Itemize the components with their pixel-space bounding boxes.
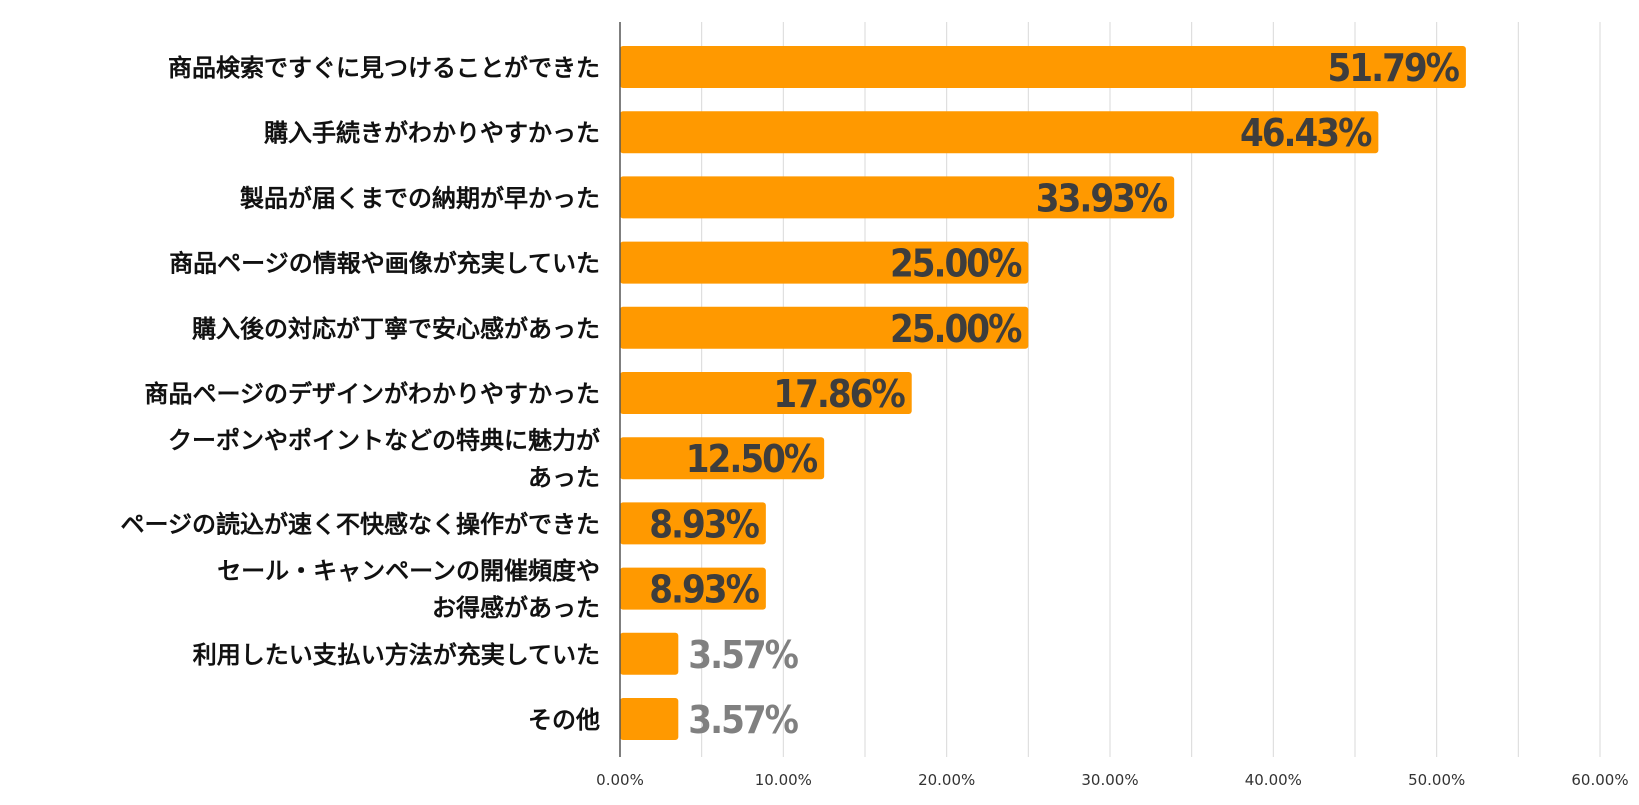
category-label: あった [528,464,600,492]
x-tick-label: 60.00% [1571,771,1628,789]
category-label: お得感があった [432,594,600,622]
bar [620,502,766,545]
data-label: 3.57% [688,698,798,742]
category-label: セール・キャンペーンの開催頻度や [217,557,600,585]
bar [620,46,1466,88]
bar [620,698,679,740]
data-label: 12.50% [686,437,818,481]
x-tick-label: 50.00% [1408,771,1465,789]
x-tick-label: 10.00% [755,771,812,789]
category-label: 購入後の対応が丁寧で安心感があった [192,315,600,343]
data-label: 25.00% [890,307,1022,351]
category-label: 商品検索ですぐに見つけることができた [168,54,600,82]
category-label: 製品が届くまでの納期が早かった [240,184,600,212]
bar [620,176,1175,219]
data-label: 51.79% [1328,46,1460,90]
x-tick-label: 30.00% [1081,771,1138,789]
data-label: 17.86% [773,372,905,416]
data-label: 8.93% [649,502,759,546]
category-label: 商品ページの情報や画像が充実していた [169,250,600,278]
data-label: 46.43% [1240,111,1372,155]
category-label: クーポンやポイントなどの特典に魅力が [168,427,600,455]
category-label: ページの読込が速く不快感なく操作ができた [120,510,600,538]
bar [620,111,1379,154]
data-label: 8.93% [649,568,759,612]
bars [620,46,1466,740]
category-label: 利用したい支払い方法が充実していた [193,641,600,669]
bar [620,241,1029,284]
data-label: 3.57% [688,633,798,677]
bar [620,632,679,675]
data-label: 33.93% [1036,176,1168,220]
labels: 0.00% 10.00% 20.00% 30.00% 40.00% 50.00% 60.00… [120,46,1628,789]
category-label: 購入手続きがわかりやすかった [264,119,600,147]
bar [620,372,912,414]
x-tick-label: 40.00% [1245,771,1302,789]
bar [620,306,1029,349]
category-label: 商品ページのデザインがわかりやすかった [144,380,600,408]
bar [620,567,766,610]
bar [620,437,825,480]
x-tick-label: 20.00% [918,771,975,789]
data-label: 25.00% [890,242,1022,286]
x-tick-label: 0.00% [596,771,644,789]
category-label: その他 [528,706,600,734]
